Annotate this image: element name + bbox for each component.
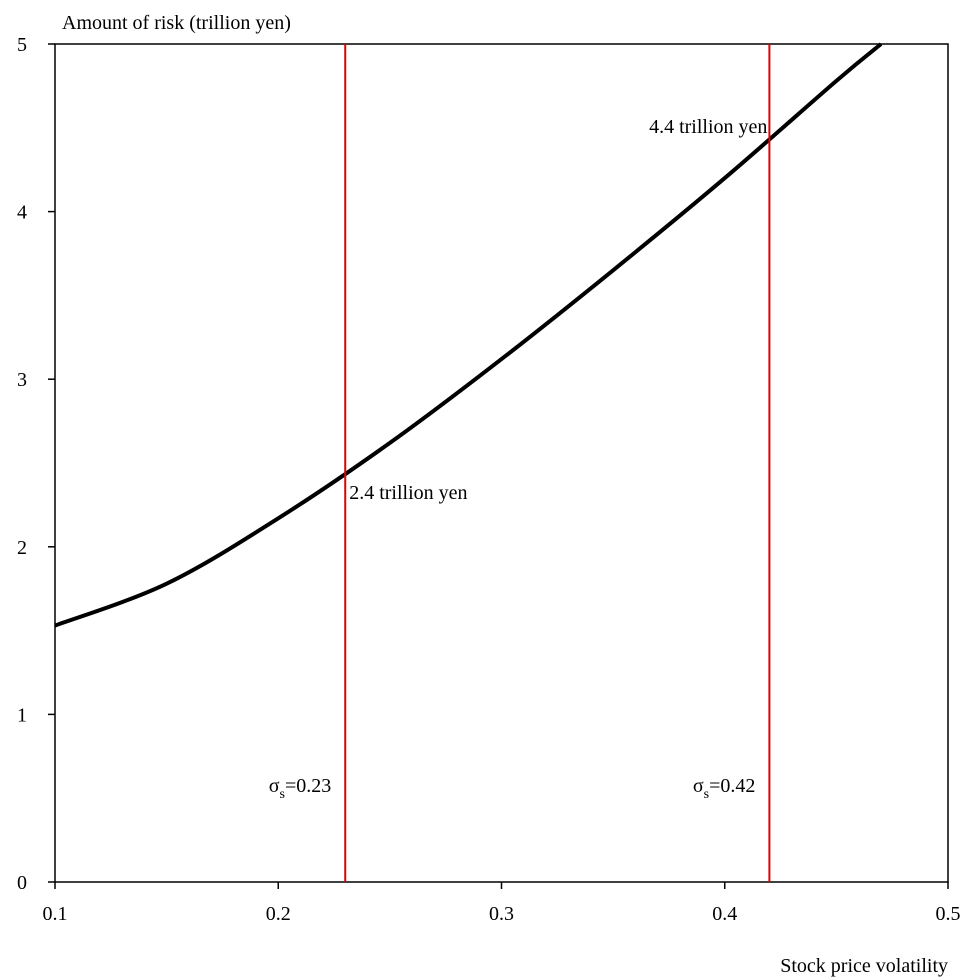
x-tick-label: 0.5 xyxy=(936,903,961,925)
y-tick-label: 0 xyxy=(17,872,27,894)
volatility-label: σs=0.23 xyxy=(269,775,332,802)
y-axis-label: Amount of risk (trillion yen) xyxy=(62,12,291,34)
sigma: σ xyxy=(269,775,280,797)
plot-frame xyxy=(54,43,949,883)
risk-label: 2.4 trillion yen xyxy=(349,482,467,504)
x-tick-label: 0.2 xyxy=(266,903,291,925)
risk-curve xyxy=(54,42,883,628)
volatility-label: σs=0.42 xyxy=(693,775,756,802)
x-tick-label: 0.1 xyxy=(43,903,68,925)
y-tick-label: 2 xyxy=(17,537,27,559)
y-tick-label: 3 xyxy=(17,369,27,391)
x-tick-label: 0.3 xyxy=(489,903,514,925)
volatility-value: =0.42 xyxy=(709,775,755,797)
x-tick-label: 0.4 xyxy=(712,903,737,925)
y-tick-label: 1 xyxy=(17,704,27,726)
sigma-subscript: s xyxy=(704,787,709,802)
volatility-value: =0.23 xyxy=(285,775,331,797)
y-tick-label: 4 xyxy=(17,202,27,224)
y-tick-label: 5 xyxy=(17,34,27,56)
risk-label: 4.4 trillion yen xyxy=(649,116,767,138)
sigma: σ xyxy=(693,775,704,797)
sigma-subscript: s xyxy=(279,787,284,802)
x-axis-label: Stock price volatility xyxy=(780,955,948,977)
